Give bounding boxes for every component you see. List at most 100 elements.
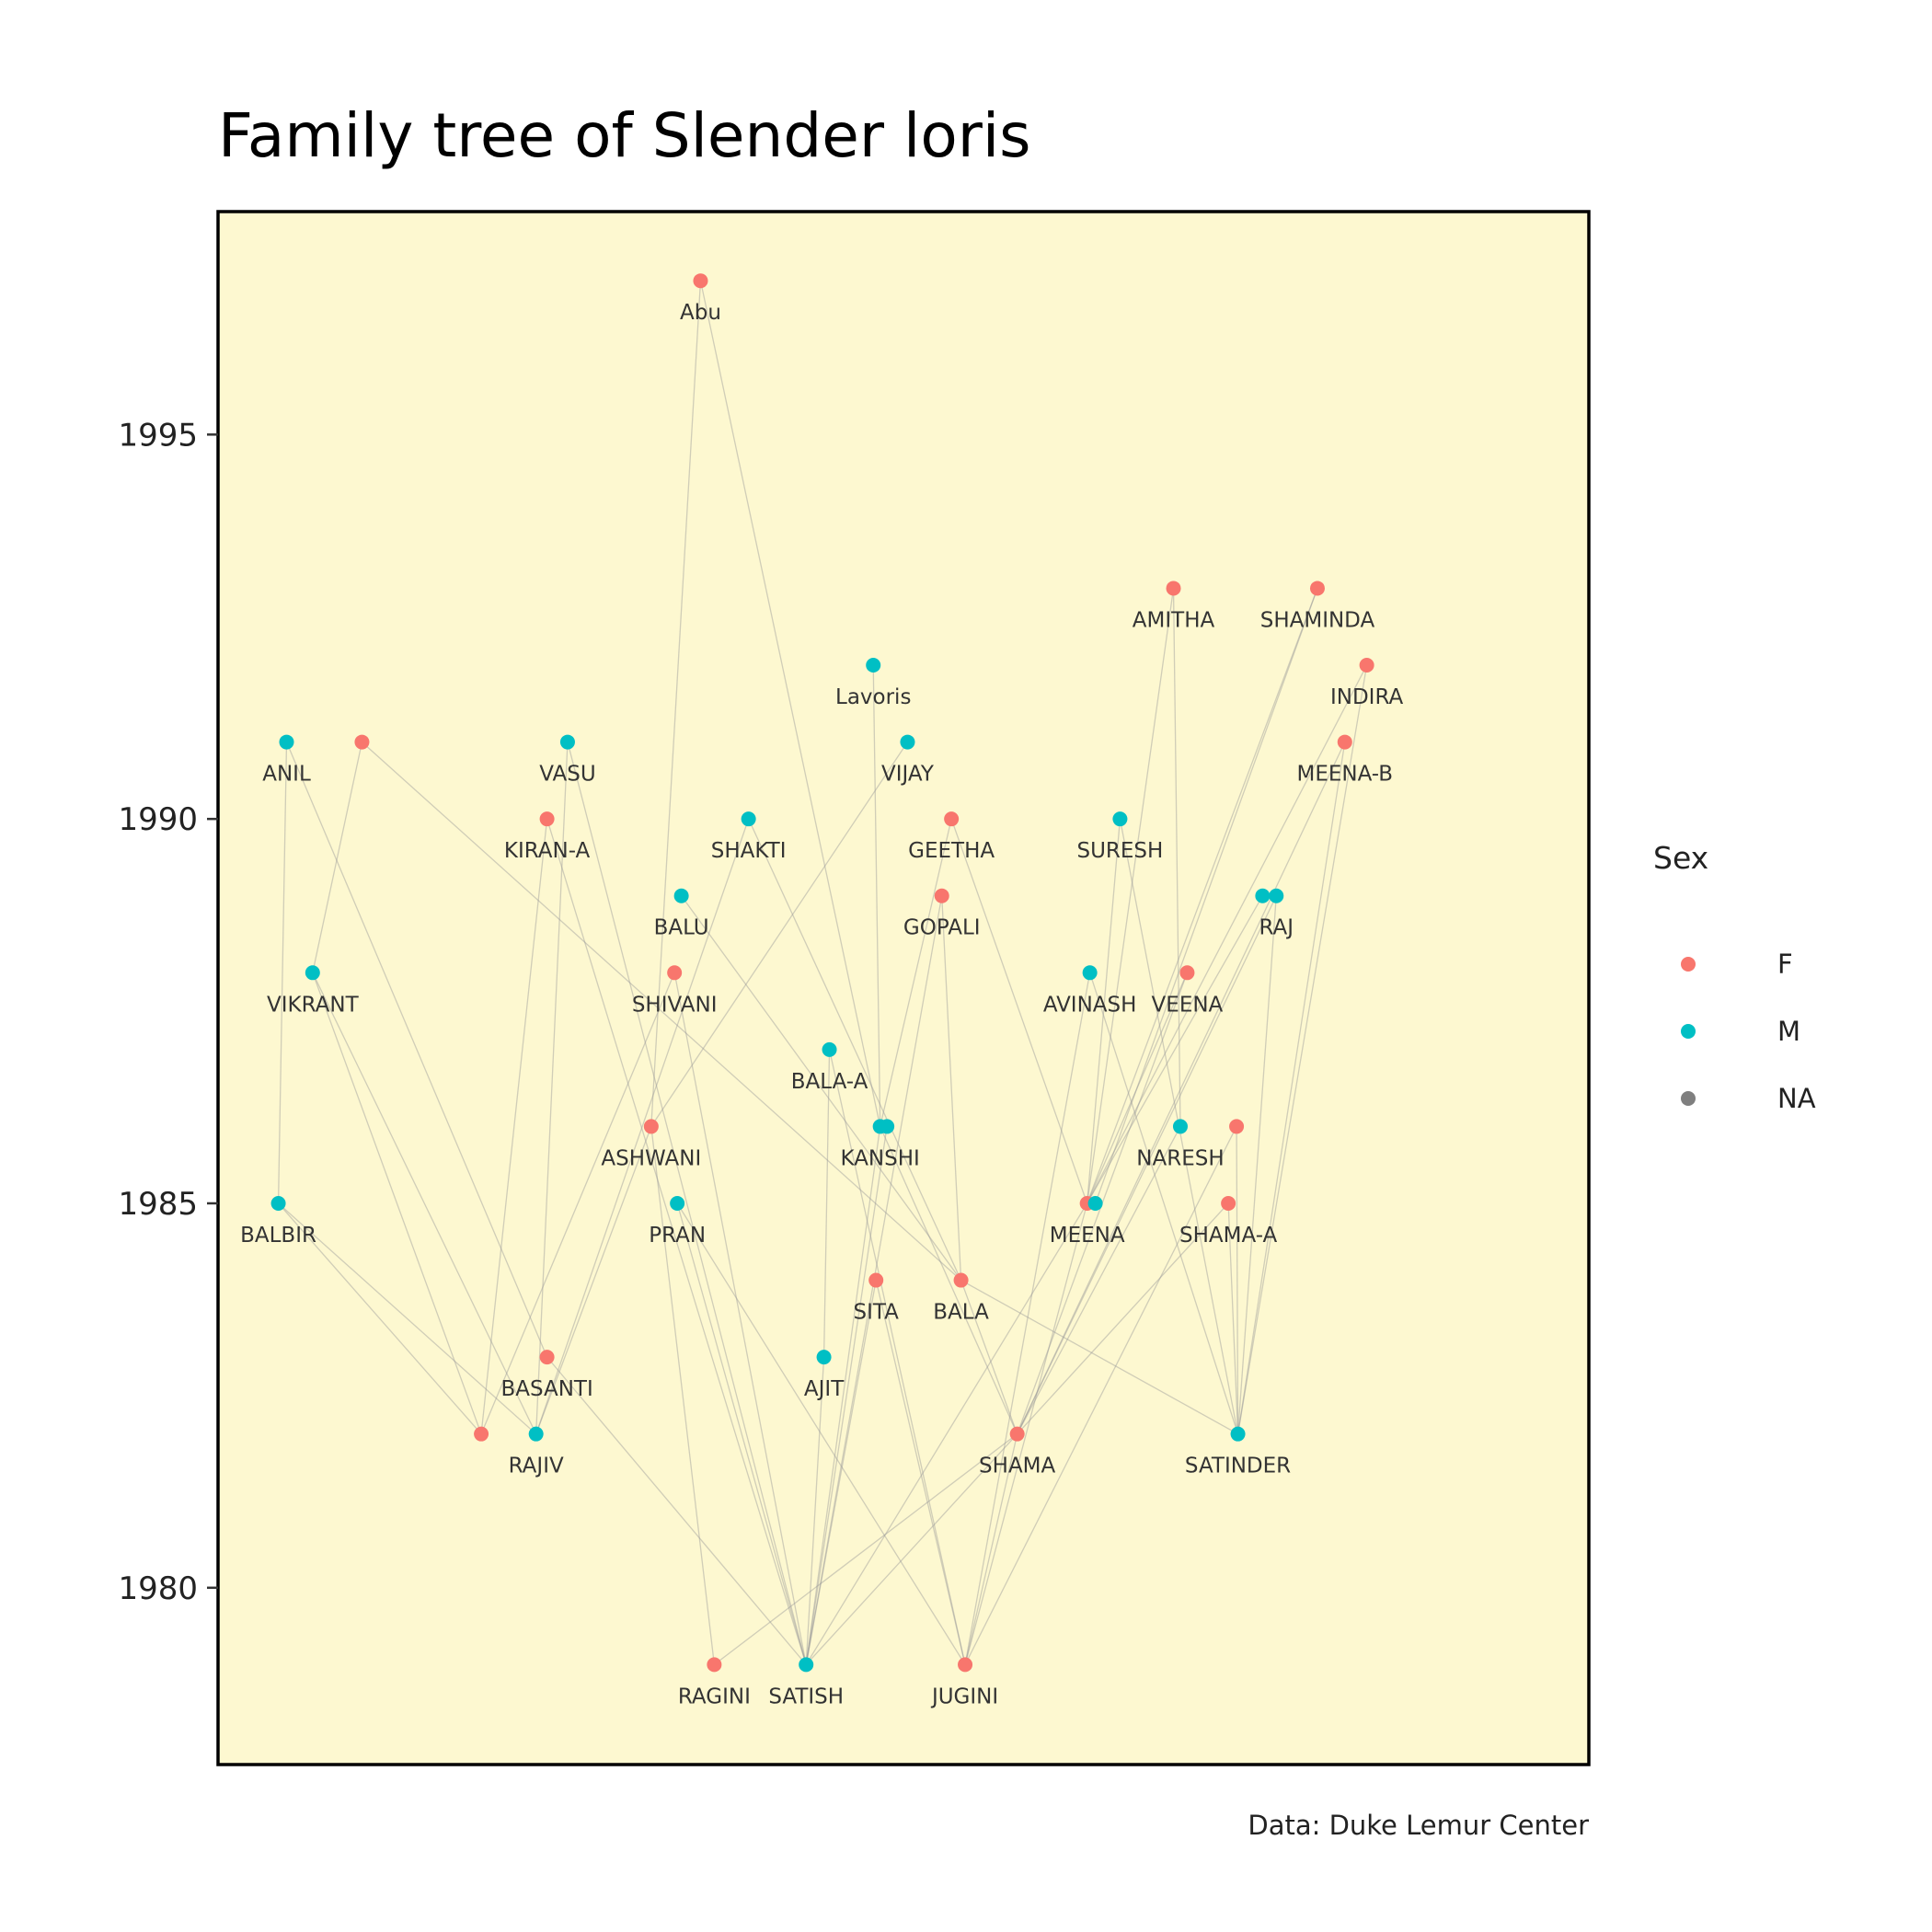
- parent-edge: [1227, 1202, 1239, 1434]
- animal-point: [1221, 1195, 1236, 1211]
- animal-label: ASHWANI: [601, 1146, 701, 1170]
- animal-label: SHAKTI: [711, 839, 787, 863]
- animal-point: [279, 734, 294, 750]
- animal-label: KANSHI: [841, 1146, 920, 1170]
- parent-edge: [828, 1049, 966, 1665]
- parent-edge: [673, 972, 807, 1665]
- animal-point: [1359, 658, 1374, 673]
- animal-point: [816, 1350, 832, 1365]
- y-tick-label: 1990: [118, 801, 198, 838]
- parent-edge: [805, 1126, 888, 1665]
- parent-edge: [278, 1202, 537, 1435]
- animal-label: MEENA: [1050, 1224, 1125, 1248]
- animal-label: BALBIR: [240, 1224, 316, 1248]
- animal-label: Abu: [680, 301, 721, 325]
- parent-edge: [567, 742, 807, 1665]
- parent-edge: [964, 1433, 1018, 1665]
- parent-edge: [480, 819, 548, 1434]
- animal-point: [1009, 1426, 1025, 1442]
- parent-edge: [1087, 972, 1189, 1204]
- y-axis: 1980 1985 1990 1995: [118, 417, 218, 1607]
- parent-edge: [546, 818, 807, 1665]
- animal-label: SATISH: [768, 1685, 844, 1708]
- animal-point: [693, 273, 708, 289]
- parent-edge: [546, 1356, 807, 1665]
- animal-point: [799, 1657, 814, 1673]
- animal-point: [1337, 734, 1352, 750]
- animal-point: [270, 1195, 286, 1211]
- parent-edge: [1087, 588, 1175, 1204]
- animal-point: [953, 1272, 969, 1288]
- animal-point: [1255, 888, 1271, 903]
- animal-label: PRAN: [649, 1224, 706, 1248]
- animal-label: BALA: [933, 1301, 989, 1325]
- y-tick-label: 1995: [118, 417, 198, 454]
- parent-edge: [650, 742, 909, 1127]
- parent-edge: [650, 1126, 716, 1665]
- animal-label: VIKRANT: [267, 993, 360, 1017]
- animal-label: SATINDER: [1185, 1455, 1291, 1478]
- animal-point: [1269, 888, 1284, 903]
- animal-label: AVINASH: [1043, 993, 1137, 1017]
- animal-label: VEENA: [1152, 993, 1224, 1017]
- label-layer: Abu AMITHA SHAMINDA Lavoris INDIRA ANIL VASU VI…: [240, 301, 1403, 1708]
- parent-edge: [535, 1126, 652, 1434]
- parent-edge: [1017, 1126, 1181, 1434]
- animal-label: NARESH: [1136, 1146, 1224, 1170]
- parent-edge: [964, 1126, 1237, 1665]
- animal-label: RAJ: [1259, 916, 1294, 940]
- legend-key-m: [1681, 1024, 1696, 1039]
- legend-label-f: F: [1777, 949, 1793, 980]
- parent-edge: [312, 972, 537, 1434]
- parent-edge: [805, 1126, 881, 1665]
- y-tick-label: 1980: [118, 1570, 198, 1607]
- parent-edge: [681, 895, 962, 1281]
- animal-point: [880, 1119, 895, 1134]
- parent-edge: [964, 972, 1091, 1665]
- animal-point: [822, 1041, 837, 1057]
- legend-key-f: [1681, 957, 1696, 972]
- legend-key-na: [1681, 1091, 1696, 1106]
- animal-point: [643, 1119, 659, 1134]
- animal-point: [1179, 965, 1195, 981]
- animal-label: RAGINI: [678, 1685, 751, 1708]
- parent-edge: [941, 895, 962, 1281]
- animal-label: INDIRA: [1330, 685, 1404, 709]
- animal-label: JUGINI: [930, 1685, 998, 1708]
- legend-title: Sex: [1653, 840, 1708, 876]
- animal-label: Lavoris: [835, 685, 911, 709]
- animal-point: [1112, 811, 1128, 827]
- animal-point: [934, 888, 949, 903]
- animal-point: [944, 811, 960, 827]
- parent-edge: [1094, 588, 1318, 1204]
- parent-edge: [748, 818, 962, 1281]
- parent-edge: [880, 819, 952, 1127]
- animal-point: [539, 1350, 555, 1365]
- animal-point: [1087, 1195, 1103, 1211]
- parent-edge: [277, 742, 288, 1203]
- parent-edge: [875, 1280, 966, 1665]
- parent-edge: [805, 1280, 877, 1665]
- animal-label: GOPALI: [903, 916, 981, 940]
- parent-edge: [1236, 664, 1368, 1434]
- parent-edge: [822, 1049, 831, 1358]
- animal-point: [354, 734, 370, 750]
- parent-edge: [676, 1202, 807, 1665]
- animal-point: [559, 734, 575, 750]
- legend-label-na: NA: [1777, 1083, 1816, 1114]
- animal-label: GEETHA: [908, 839, 995, 863]
- parent-edge: [1087, 819, 1121, 1204]
- parent-edge: [312, 742, 363, 973]
- animal-point: [958, 1657, 973, 1673]
- parent-edge: [535, 818, 750, 1434]
- parent-edge: [699, 281, 881, 1127]
- animal-point: [707, 1657, 722, 1673]
- y-tick-label: 1985: [118, 1186, 198, 1223]
- animal-point: [673, 888, 689, 903]
- legend-label-m: M: [1777, 1016, 1800, 1047]
- parent-edge: [1236, 742, 1346, 1434]
- animal-point: [670, 1195, 685, 1211]
- animal-point: [900, 734, 915, 750]
- animal-label: ANIL: [262, 763, 311, 787]
